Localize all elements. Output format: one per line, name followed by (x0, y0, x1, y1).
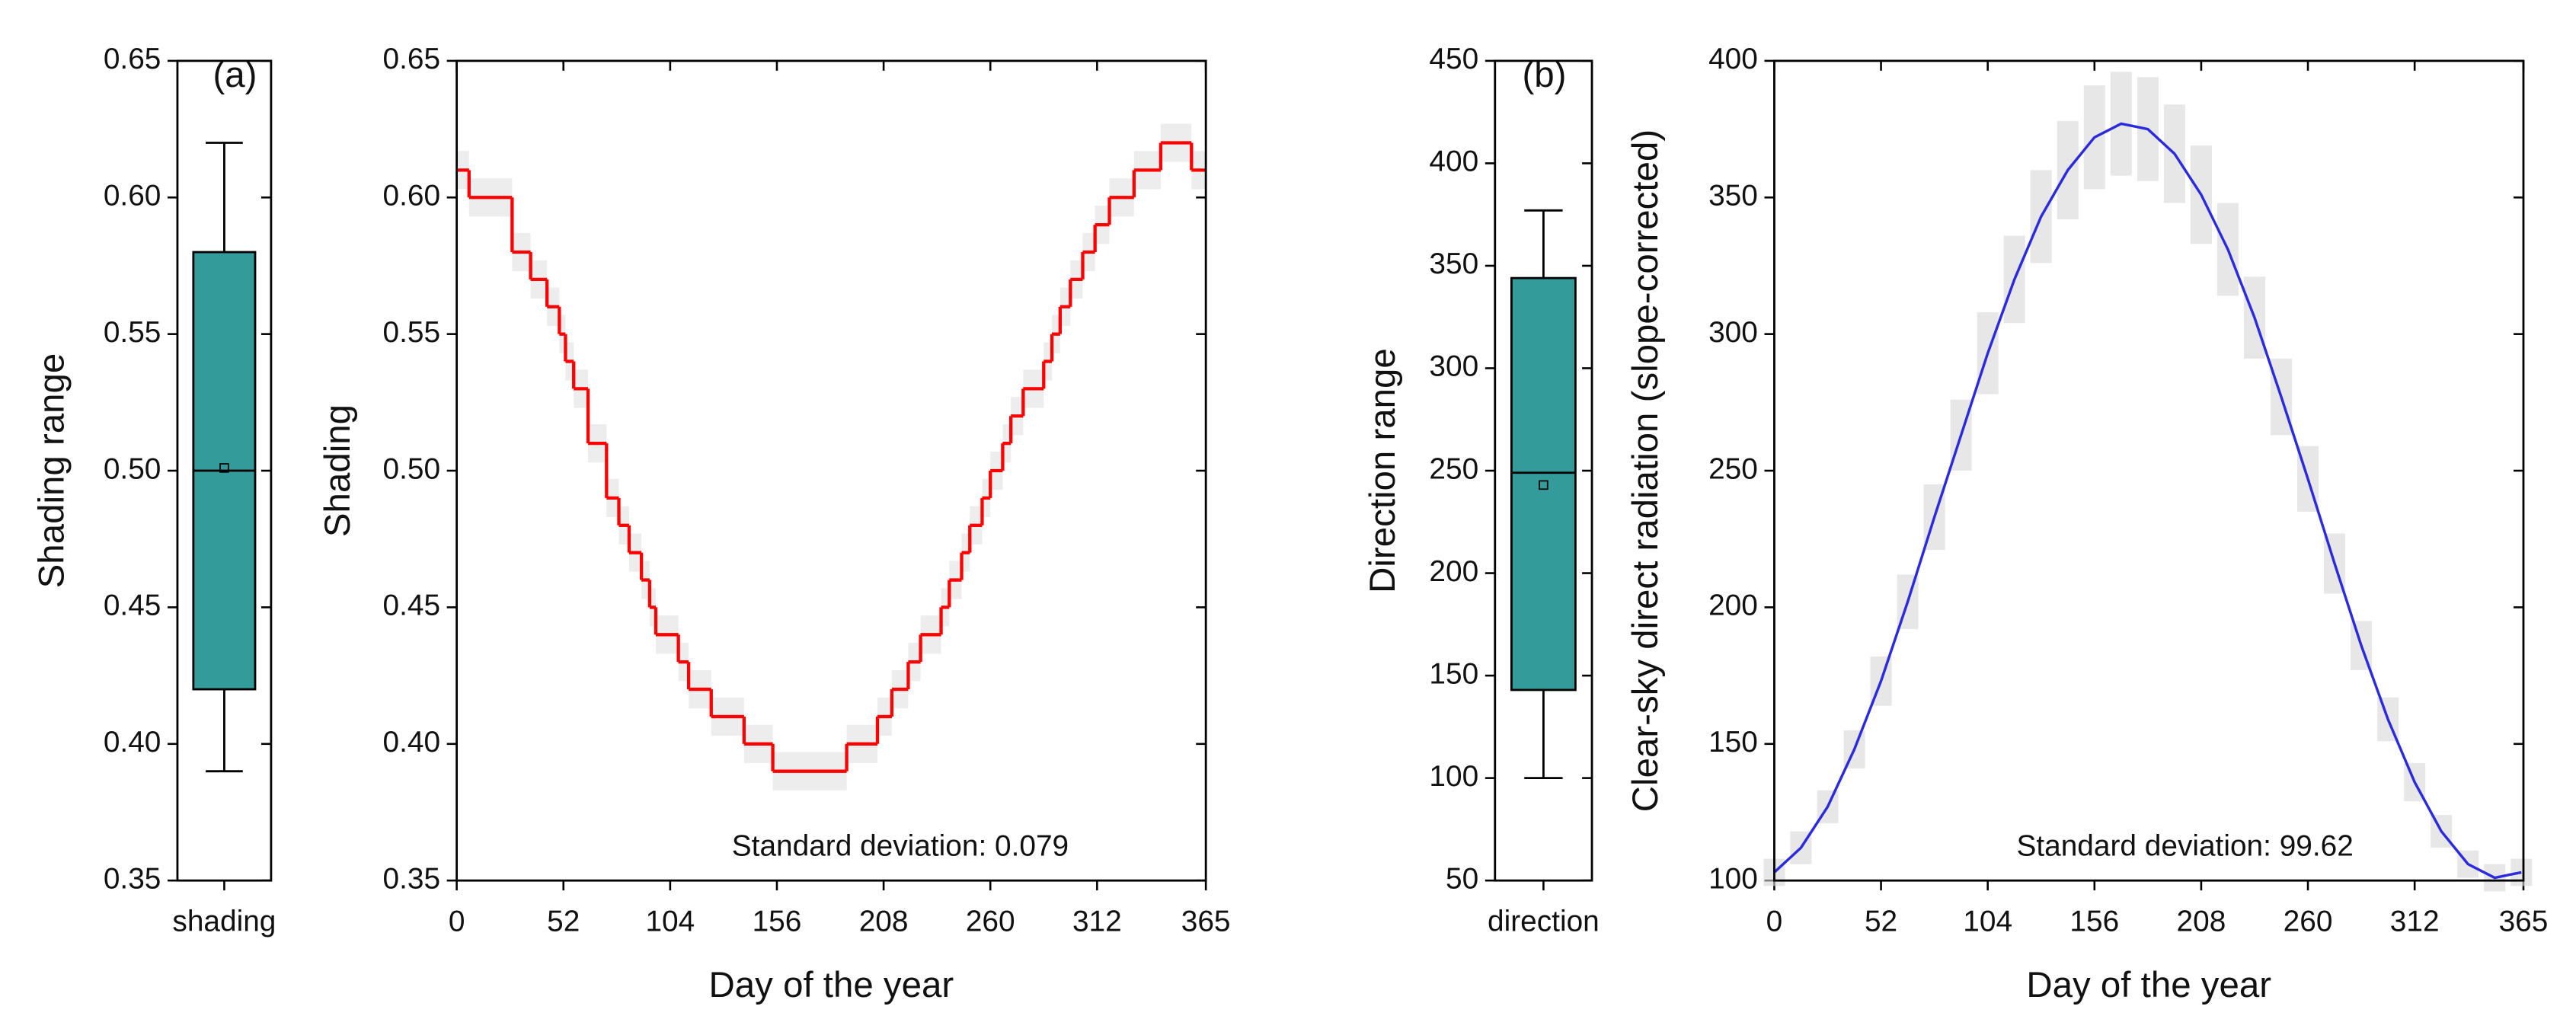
x-tick-label: 260 (2284, 906, 2333, 938)
plot-frame (1494, 59, 1593, 882)
y-tick-label: 250 (1429, 452, 1478, 485)
y-tick-label: 0.65 (104, 43, 161, 75)
x-tick-label: 104 (645, 906, 695, 938)
x-tick-label: 365 (1181, 906, 1231, 938)
y-tick-label: 150 (1429, 657, 1478, 690)
x-tick-label: 0 (1766, 906, 1783, 938)
y-tick-label: 100 (1708, 862, 1758, 895)
y-tick-label: 350 (1708, 180, 1758, 212)
x-tick-label: 208 (859, 906, 909, 938)
y-tick-label: 0.45 (104, 589, 161, 622)
y-tick-label: 100 (1429, 760, 1478, 793)
y-tick-label: 150 (1708, 726, 1758, 759)
mean (1539, 480, 1548, 490)
annotation: Standard deviation: 99.62 (2016, 829, 2353, 862)
x-axis-label: Day of the year (2026, 965, 2271, 1005)
annotation: Standard deviation: 0.079 (732, 829, 1069, 862)
x-tick-label: shading (172, 906, 276, 938)
mean (219, 463, 229, 473)
x-tick-label: 365 (2499, 906, 2549, 938)
box (1510, 276, 1577, 692)
x-tick-label: 0 (449, 906, 465, 938)
x-axis-label: Day of the year (709, 965, 954, 1005)
x-tick-label: 156 (2069, 906, 2119, 938)
y-tick-label: 0.65 (382, 43, 440, 75)
y-tick-label: 0.55 (104, 316, 161, 349)
y-tick-label: 0.35 (382, 862, 440, 895)
x-tick-label: direction (1488, 906, 1600, 938)
y-tick-label: 300 (1429, 350, 1478, 383)
y-tick-label: 0.60 (382, 180, 440, 212)
y-tick-label: 0.60 (104, 180, 161, 212)
plot-frame (455, 59, 1207, 882)
y-tick-label: 450 (1429, 43, 1478, 75)
y-tick-label: 400 (1708, 43, 1758, 75)
x-tick-label: 156 (753, 906, 802, 938)
y-tick-label: 0.50 (104, 452, 161, 485)
y-tick-label: 400 (1429, 145, 1478, 178)
y-axis-label: Clear-sky direct radiation (slope-correc… (1625, 129, 1666, 812)
plot-frame (1773, 59, 2525, 882)
y-tick-label: 0.55 (382, 316, 440, 349)
y-tick-label: 0.45 (382, 589, 440, 622)
y-tick-label: 0.40 (382, 726, 440, 759)
y-tick-label: 300 (1708, 316, 1758, 349)
y-tick-label: 0.50 (382, 452, 440, 485)
y-tick-label: 50 (1446, 862, 1478, 895)
y-axis-label: Shading range (32, 353, 72, 589)
x-tick-label: 312 (1072, 906, 1122, 938)
y-tick-label: 350 (1429, 248, 1478, 280)
x-tick-label: 312 (2390, 906, 2440, 938)
y-tick-label: 0.40 (104, 726, 161, 759)
y-axis-label: Direction range (1363, 348, 1403, 593)
y-tick-label: 200 (1429, 555, 1478, 588)
x-tick-label: 208 (2177, 906, 2226, 938)
line (1773, 122, 2522, 880)
plot-frame (176, 59, 273, 882)
x-tick-label: 52 (1865, 906, 1897, 938)
y-tick-label: 200 (1708, 589, 1758, 622)
x-tick-label: 260 (966, 906, 1015, 938)
y-tick-label: 0.35 (104, 862, 161, 895)
x-tick-label: 104 (1963, 906, 2012, 938)
x-tick-label: 52 (547, 906, 580, 938)
y-tick-label: 250 (1708, 452, 1758, 485)
y-axis-label: Shading (318, 404, 358, 537)
